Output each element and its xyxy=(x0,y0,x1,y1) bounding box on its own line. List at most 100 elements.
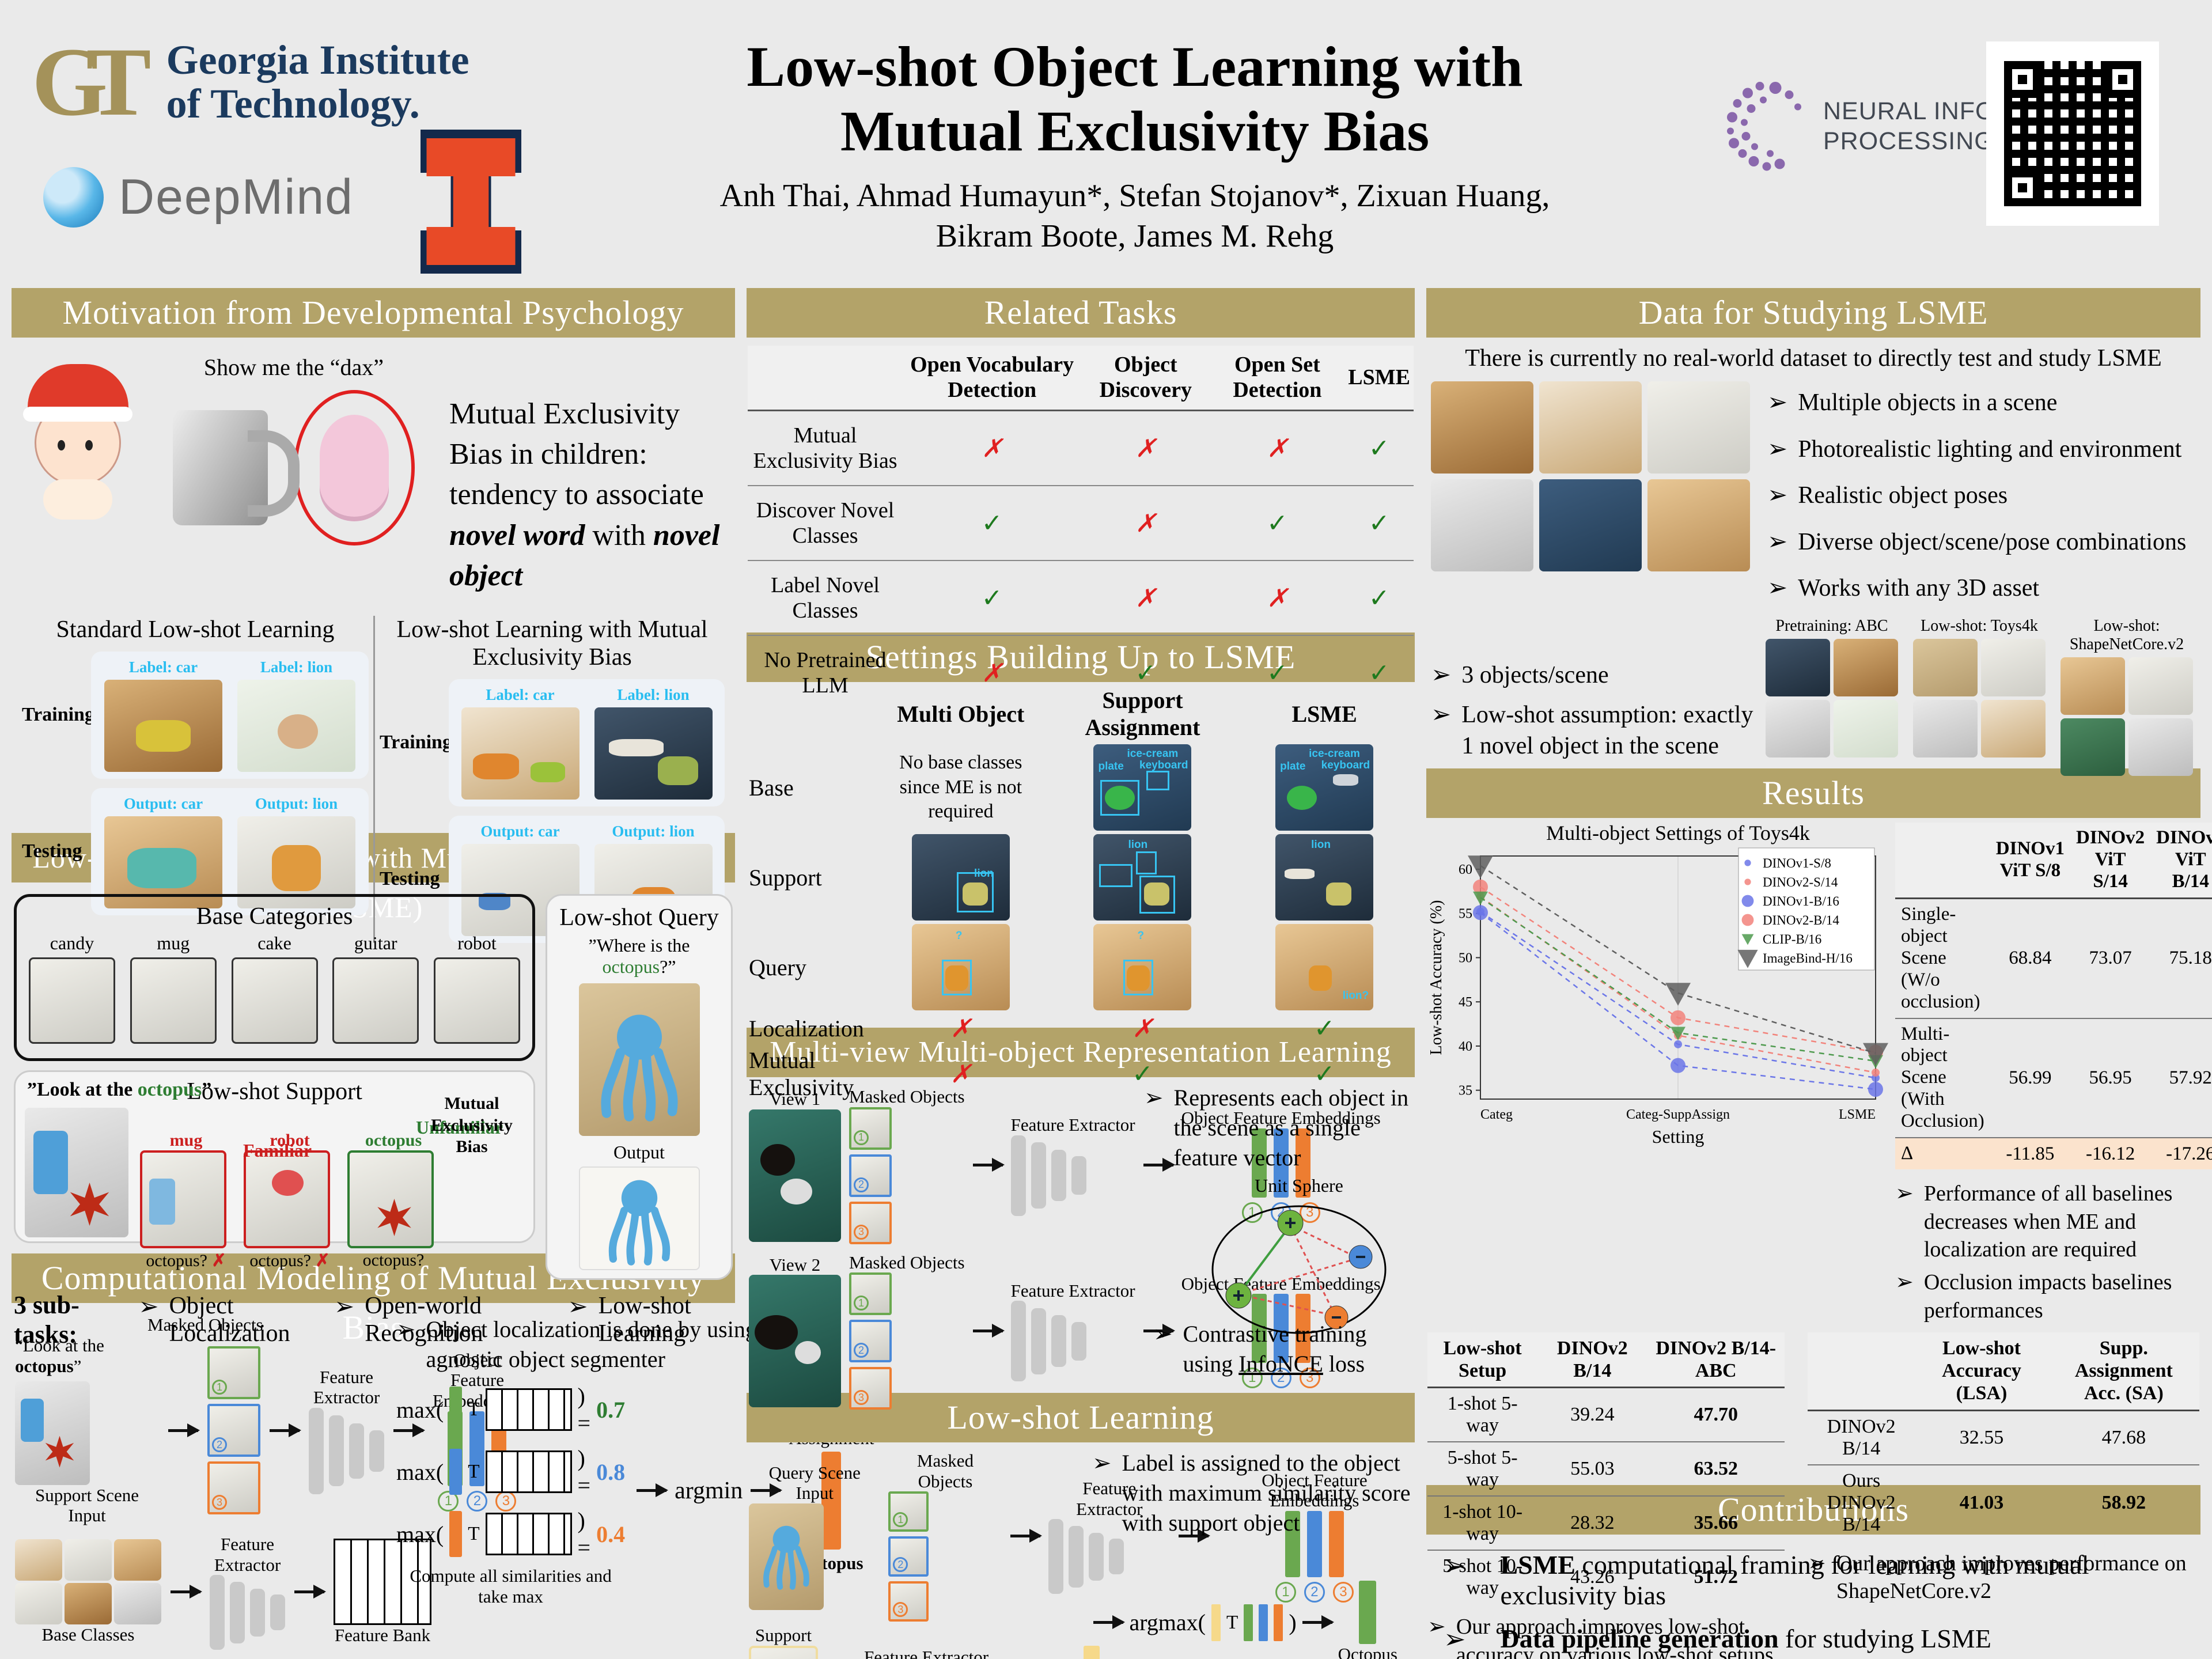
max-token: max( xyxy=(396,1521,444,1547)
me-mark-3: ✓ xyxy=(1313,1059,1335,1088)
contrastive-bullet-text: Contrastive training using InfoNCE loss xyxy=(1183,1321,1367,1377)
bullet-icon: ➢ xyxy=(1767,389,1788,416)
lsa-sa-table: Low-shot Accuracy (LSA) Supp. Assignment … xyxy=(1808,1332,2199,1540)
table-cell: 68.84 xyxy=(1990,898,2070,1019)
bullet-text: Realistic object poses xyxy=(1798,482,2008,509)
bullet-icon: ➢ xyxy=(1427,1615,1446,1639)
poster-title: Low-shot Object Learning with Mutual Exc… xyxy=(747,35,1523,163)
bullet-item: ➢ 3 objects/scene xyxy=(1431,660,1753,691)
bullet-icon: ➢ xyxy=(1153,1321,1173,1347)
represents-bullet: ➢ Represents each object in the scene as… xyxy=(1144,1083,1415,1173)
table-cell: ✓ xyxy=(903,486,1082,562)
eq-token: ) = xyxy=(577,1445,591,1498)
label-car: Label: car xyxy=(128,658,198,676)
illinois-logo xyxy=(421,130,521,274)
support-scene-image: lion xyxy=(1275,834,1374,921)
training-label: Training xyxy=(22,704,94,726)
icecream-tag: ice-cream xyxy=(1309,748,1360,760)
base-category-robot: robot xyxy=(431,933,523,1044)
table-cell: ✗ xyxy=(1210,410,1345,487)
masked-objects-label: Masked Objects xyxy=(147,1315,263,1335)
output-lion: Output: lion xyxy=(612,822,695,840)
circled-number-icon: 3 xyxy=(1299,1368,1320,1389)
table-cell: ✓ xyxy=(1344,410,1414,487)
transpose-token: T xyxy=(468,1399,480,1420)
gt-wordmark: Georgia Institute of Technology. xyxy=(166,38,469,126)
lion-tag: lion xyxy=(1311,839,1331,851)
octopus-q-text: octopus? xyxy=(249,1251,311,1270)
lowshot-support-title: Low-shot Support xyxy=(187,1078,362,1105)
feature-bank-vector-icon xyxy=(485,1513,572,1555)
view2-label: View 2 xyxy=(769,1254,821,1275)
svg-text:DINOv2-B/14: DINOv2-B/14 xyxy=(1763,913,1839,927)
masked-objects-label: Masked Objects xyxy=(849,1252,965,1272)
deepmind-circle-icon xyxy=(43,167,104,228)
label-assignment-text: Label is assigned to the object with max… xyxy=(1122,1450,1411,1536)
lowshot-query-title: Low-shot Query xyxy=(559,904,719,931)
right-column: Data for Studying LSME There is currentl… xyxy=(1426,288,2212,1659)
results-section: Multi-object Settings of Toys4k Categ Cate… xyxy=(1426,818,2212,1659)
left-column: Motivation from Developmental Psychology… xyxy=(12,288,874,1650)
svg-text:Low-shot Accuracy (%): Low-shot Accuracy (%) xyxy=(1427,900,1445,1055)
bullet-icon: ➢ xyxy=(1767,528,1788,555)
loc-mark-3: ✓ xyxy=(1313,1014,1335,1043)
query-scene-image: ? xyxy=(1093,924,1192,1010)
testing-label: Testing xyxy=(380,868,440,890)
circled-number-icon: 1 xyxy=(438,1490,459,1512)
label-assignment-bullet: ➢ Label is assigned to the object with m… xyxy=(1092,1448,1415,1538)
georgia-tech-logo: GT Georgia Institute of Technology. xyxy=(32,26,469,138)
svg-text:Categ: Categ xyxy=(1480,1107,1513,1122)
lsa-bullet: ➢ Our approach improves performance on S… xyxy=(1808,1550,2199,1605)
query-scene-input-label: Query Scene Input xyxy=(768,1462,861,1503)
contrastive-bullet: ➢ Contrastive training using InfoNCE los… xyxy=(1153,1319,1412,1379)
arrow-icon xyxy=(1302,1615,1334,1630)
argmax-token: argmax( xyxy=(1129,1609,1206,1636)
bullet-icon: ➢ xyxy=(334,1294,355,1320)
arrow-icon xyxy=(1143,1158,1175,1172)
toys4k-chart: Multi-object Settings of Toys4k Categ Cate… xyxy=(1427,821,1888,1324)
bullet-text: Performance of all baselines decreases w… xyxy=(1923,1181,2173,1262)
bullet-icon: ➢ xyxy=(138,1294,159,1320)
icecream-tag: ice-cream xyxy=(1127,748,1179,760)
svg-text:Setting: Setting xyxy=(1652,1126,1705,1147)
data-headline: There is currently no real-world dataset… xyxy=(1465,345,2162,372)
arrow-icon xyxy=(171,1585,202,1599)
bias-bold1: novel word xyxy=(449,518,585,552)
table-cell: Discover Novel Classes xyxy=(748,486,903,562)
masked-objects-label: Masked Objects xyxy=(849,1086,965,1107)
table-cell: 73.07 xyxy=(2070,898,2151,1019)
feature-extractor-label: Feature Extractor xyxy=(214,1533,281,1575)
look-at-octopus-quote: ”Look at the octopus” xyxy=(27,1079,211,1101)
table-cell: 5-shot 5-way xyxy=(1427,1442,1538,1497)
data-left-bullets: ➢ 3 objects/scene ➢ Low-shot assumption: ex… xyxy=(1431,617,1753,776)
octopus-question: octopus? xyxy=(347,1251,440,1270)
section-bar-multiview: Multi-view Multi-object Representation L… xyxy=(747,1028,1415,1077)
feature-extractor-icon xyxy=(1048,1519,1171,1594)
svg-text:50: 50 xyxy=(1459,950,1472,965)
section-bar-related-tasks: Related Tasks xyxy=(747,288,1415,338)
section-bar-motivation: Motivation from Developmental Psychology xyxy=(12,288,735,338)
arrow-icon xyxy=(637,1483,669,1498)
bullet-icon: ➢ xyxy=(1431,661,1452,688)
qr-finder-icon xyxy=(2004,61,2041,98)
label-car: Label: car xyxy=(486,685,555,703)
unit-sphere-figure: Unit Sphere xyxy=(1204,1175,1394,1344)
octopus-icon xyxy=(763,1525,809,1590)
feature-extractor-label: Feature Extractor xyxy=(313,1366,380,1408)
table-cell: Mutual Exclusivity Bias xyxy=(748,410,903,487)
feature-extractor-label: Feature Extractor xyxy=(1010,1280,1135,1301)
eq-token: ) = xyxy=(577,1508,591,1560)
embeddings-icon xyxy=(1217,1510,1412,1577)
feature-bank-icon xyxy=(334,1538,431,1625)
octopus-q-text: octopus? xyxy=(146,1251,207,1270)
testing-label: Testing xyxy=(22,840,82,862)
motivation-section: Show me the “dax” Mutual Exclusivity Bia… xyxy=(12,338,735,943)
question-tag: ? xyxy=(955,930,963,942)
svg-text:Multi-object Settings of Toys4: Multi-object Settings of Toys4k xyxy=(1546,823,1810,844)
svg-text:ImageBind-H/16: ImageBind-H/16 xyxy=(1763,951,1853,965)
table-cell: DINOv2 B/14 xyxy=(1808,1410,1915,1465)
table-cell: ✓ xyxy=(903,560,1082,637)
circled-number-icon: 3 xyxy=(1332,1581,1354,1603)
